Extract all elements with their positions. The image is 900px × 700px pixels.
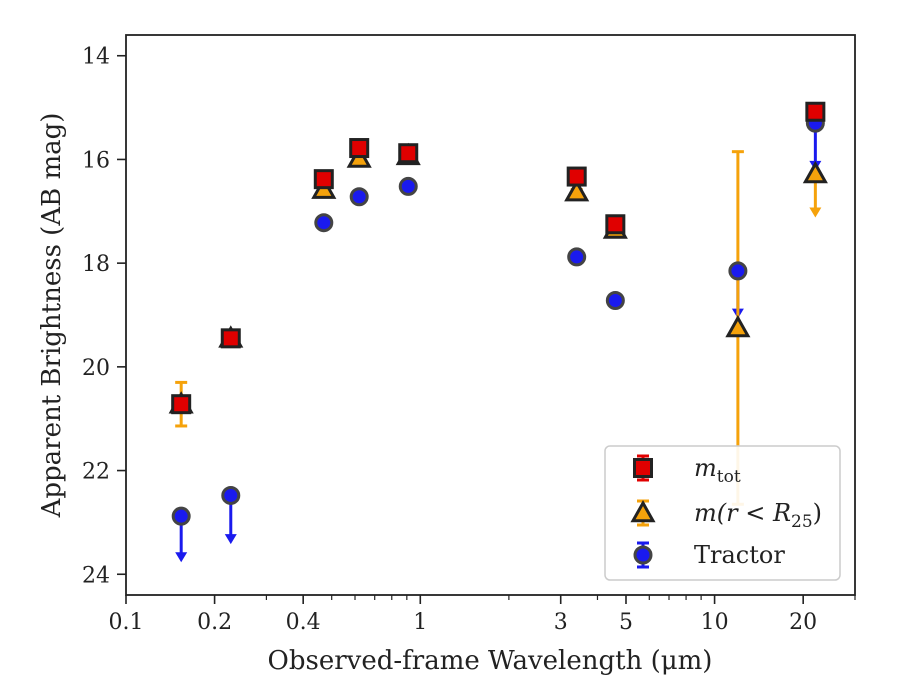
data-point-square — [566, 166, 587, 187]
data-point-circle — [567, 247, 587, 267]
y-tick-label: 16 — [82, 148, 110, 173]
data-point-circle — [314, 213, 334, 233]
data-point-triangle — [564, 179, 590, 202]
data-point-triangle — [725, 314, 751, 338]
upper-limit-arrow-head — [175, 552, 188, 563]
legend: mtot m(r < R25) Tractor — [604, 445, 841, 581]
legend-marker-triangle — [630, 499, 656, 523]
x-tick-label: 3 — [554, 610, 568, 635]
data-point-square — [398, 143, 419, 164]
data-point-circle — [171, 506, 191, 526]
data-point-square — [349, 138, 370, 159]
y-tick-label: 20 — [82, 356, 110, 381]
x-tick-label: 0.1 — [109, 610, 144, 635]
data-point-circle — [349, 187, 369, 207]
x-tick-label: 5 — [619, 610, 633, 635]
legend-label: m(r < R25) — [694, 499, 822, 532]
data-point-circle — [605, 290, 625, 310]
y-tick-label: 22 — [82, 460, 110, 485]
x-axis-label: Observed-frame Wavelength (μm) — [268, 646, 713, 676]
legend-label: Tractor — [694, 541, 785, 569]
y-tick-label: 14 — [82, 45, 110, 70]
data-point-square — [605, 214, 626, 235]
upper-limit-arrow-head — [224, 534, 237, 545]
legend-box — [604, 445, 841, 581]
legend-marker-square — [633, 458, 653, 478]
data-point-square — [220, 328, 241, 349]
legend-marker-circle — [633, 545, 653, 565]
data-point-circle — [221, 485, 241, 505]
data-point-circle — [398, 176, 418, 196]
y-tick-label: 24 — [82, 563, 110, 588]
data-point-triangle — [802, 160, 828, 184]
data-point-square — [805, 101, 826, 122]
data-point-square — [171, 394, 192, 415]
data-point-square — [313, 169, 334, 190]
x-tick-label: 0.2 — [197, 610, 232, 635]
x-tick-label: 0.4 — [286, 610, 321, 635]
axis-ticks: 0.1 0.2 0.4 1 3 5 10 20 14 16 18 20 22 24 — [82, 45, 856, 635]
x-tick-label: 10 — [701, 610, 729, 635]
y-axis-label: Apparent Brightness (AB mag) — [37, 113, 67, 519]
upper-limit-arrow-head — [809, 207, 822, 218]
x-tick-label: 20 — [789, 610, 817, 635]
legend-label: mtot — [694, 454, 741, 487]
y-tick-label: 18 — [82, 252, 110, 277]
data-point-circle — [728, 261, 748, 281]
x-tick-label: 1 — [413, 610, 427, 635]
data-marks — [168, 101, 828, 563]
